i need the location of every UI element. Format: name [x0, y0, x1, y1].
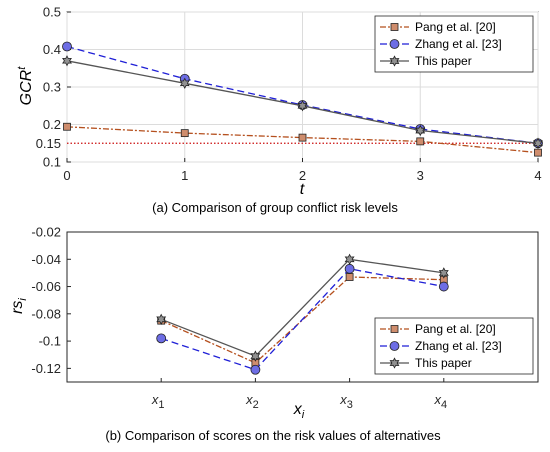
chart-a-caption: (a) Comparison of group conflict risk le… — [152, 200, 398, 215]
legend-item: This paper — [380, 356, 472, 370]
legend-label: This paper — [415, 356, 472, 370]
chart-a: 0.1 0.2 0.3 0.4 0.5 0 1 2 3 4 0.15 GCRt t (a) Co… — [16, 5, 543, 215]
y-tick-label: -0.04 — [31, 252, 61, 267]
data-point — [344, 263, 355, 274]
data-point — [62, 55, 72, 67]
data-point — [438, 267, 449, 279]
threshold-label: 0.15 — [36, 136, 61, 151]
legend-item: Zhang et al. [23] — [380, 37, 502, 51]
y-tick-label: -0.12 — [31, 361, 61, 376]
chart-b-legend: Pang et al. [20] Zhang et al. [23] This pa… — [374, 317, 534, 375]
legend-marker — [390, 325, 399, 333]
data-point — [250, 364, 261, 375]
series-line — [160, 276, 444, 364]
legend-item: Zhang et al. [23] — [380, 339, 502, 353]
x-tick-label: 1 — [181, 168, 188, 183]
legend-label: This paper — [415, 54, 472, 68]
data-point — [298, 133, 307, 142]
legend-item: This paper — [380, 54, 472, 68]
y-tick-label: 0.1 — [43, 155, 61, 170]
data-point — [533, 137, 543, 149]
series-1 — [63, 122, 542, 157]
x-tick-label: x2 — [245, 392, 259, 411]
legend-box — [374, 317, 534, 375]
chart-b: -0.12 -0.1 -0.08 -0.06 -0.04 -0.02 x1 x2 x3 x4 r… — [9, 225, 539, 443]
series-line — [160, 258, 444, 357]
legend-item: Pang et al. [20] — [380, 20, 496, 34]
chart-b-caption: (b) Comparison of scores on the risk val… — [105, 428, 441, 443]
data-point — [297, 100, 308, 112]
chart-b-x-axis-label: xi — [293, 401, 305, 421]
chart-b-x-ticks: x1 x2 x3 x4 — [151, 378, 447, 411]
legend-label: Pang et al. [20] — [415, 322, 496, 336]
legend-marker — [389, 341, 400, 351]
data-point — [344, 253, 355, 265]
series-3 — [156, 253, 449, 362]
legend-label: Pang et al. [20] — [415, 20, 496, 34]
x-tick-label: x4 — [433, 392, 447, 411]
legend-label: Zhang et al. [23] — [415, 37, 502, 51]
legend-marker — [390, 23, 399, 31]
chart-b-series — [156, 253, 449, 375]
legend-label: Zhang et al. [23] — [415, 339, 502, 353]
x-tick-label: 0 — [63, 168, 70, 183]
series-line — [160, 268, 444, 371]
data-point — [250, 350, 261, 362]
data-point — [416, 137, 425, 146]
data-point — [62, 41, 72, 52]
series-3 — [62, 55, 543, 149]
x-tick-label: 3 — [417, 168, 424, 183]
series-line — [66, 126, 539, 154]
data-point — [180, 129, 189, 138]
data-point — [156, 333, 167, 344]
y-tick-label: -0.02 — [31, 225, 61, 240]
x-tick-label: 4 — [534, 168, 541, 183]
data-point — [63, 122, 71, 131]
chart-a-y-axis-label: GCRt — [16, 66, 35, 106]
legend-marker — [389, 357, 400, 369]
legend-box — [374, 15, 534, 73]
legend-marker — [389, 39, 400, 49]
x-tick-label: x3 — [339, 392, 353, 411]
data-point — [438, 281, 449, 292]
chart-b-y-ticks: -0.12 -0.1 -0.08 -0.06 -0.04 -0.02 — [31, 225, 71, 376]
x-tick-label: 2 — [299, 168, 306, 183]
chart-a-series — [62, 41, 543, 157]
data-point — [534, 148, 542, 157]
y-tick-label: -0.08 — [31, 306, 61, 321]
data-point — [345, 273, 354, 281]
chart-a-x-ticks: 0 1 2 3 4 — [63, 158, 542, 183]
y-tick-label: 0.3 — [43, 80, 61, 95]
data-point — [415, 124, 426, 137]
chart-a-x-axis-label: t — [300, 181, 305, 198]
series-2 — [156, 263, 449, 375]
x-tick-label: x1 — [151, 392, 165, 411]
data-point — [156, 313, 167, 325]
data-point — [179, 77, 190, 89]
legend-item: Pang et al. [20] — [380, 322, 496, 336]
y-tick-label: -0.1 — [39, 334, 61, 349]
y-tick-label: 0.2 — [43, 117, 61, 132]
y-tick-label: 0.4 — [43, 42, 61, 57]
chart-a-legend: Pang et al. [20] Zhang et al. [23] This pa… — [374, 15, 534, 73]
y-tick-label: 0.5 — [43, 5, 61, 20]
chart-b-y-axis-label: rsi — [9, 298, 29, 314]
y-tick-label: -0.06 — [31, 279, 61, 294]
chart-a-threshold: 0.15 — [36, 136, 538, 151]
legend-marker — [389, 55, 400, 67]
